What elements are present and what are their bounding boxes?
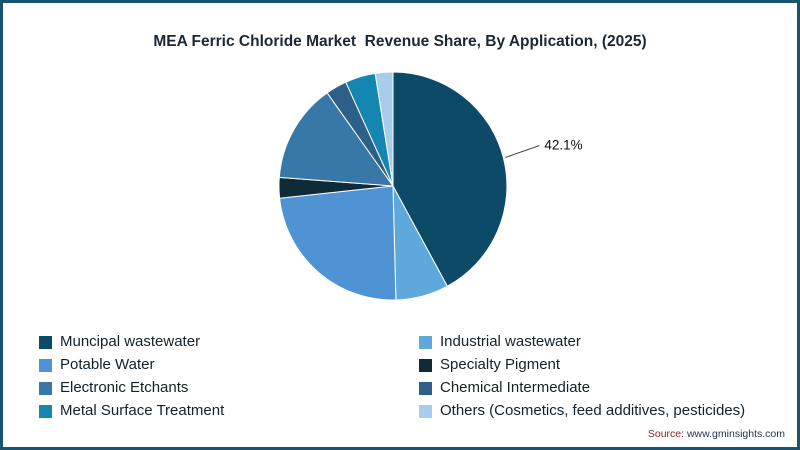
slice-annotation: 42.1%	[544, 138, 582, 153]
legend-item: Specialty Pigment	[419, 356, 745, 374]
legend-swatch	[419, 358, 432, 372]
legend-label: Specialty Pigment	[440, 356, 561, 373]
pie-slice-4	[278, 92, 395, 187]
legend-swatch	[39, 381, 52, 395]
legend-swatch	[39, 404, 52, 418]
legend-item: Electronic Etchants	[39, 379, 419, 397]
legend-item: Potable Water	[39, 356, 419, 374]
legend-item: Others (Cosmetics, feed additives, pesti…	[419, 402, 745, 420]
pie-slice-7	[374, 71, 394, 187]
legend-label: Metal Surface Treatment	[60, 402, 225, 419]
legend-swatch	[419, 335, 432, 349]
legend-label: Electronic Etchants	[60, 379, 189, 396]
legend-swatch	[39, 335, 52, 349]
legend-item: Industrial wastewater	[419, 333, 745, 351]
source-note: Source: www.gminsights.com	[648, 428, 785, 440]
pie-slice-0	[392, 71, 508, 287]
legend-swatch	[419, 404, 432, 418]
annotation-leader-line	[505, 145, 540, 158]
legend-label: Others (Cosmetics, feed additives, pesti…	[440, 402, 746, 419]
pie-chart: 42.1%	[278, 71, 583, 301]
pie-slice-2	[279, 185, 397, 301]
legend: Muncipal wastewater Industrial wastewater…	[39, 333, 745, 420]
legend-label: Muncipal wastewater	[60, 333, 201, 350]
chart-title: MEA Ferric Chloride Market Revenue Share…	[153, 33, 647, 50]
source-url: www.gminsights.com	[686, 428, 785, 440]
legend-label: Chemical Intermediate	[440, 379, 591, 396]
legend-swatch	[419, 381, 432, 395]
legend-item: Chemical Intermediate	[419, 379, 745, 397]
legend-item: Metal Surface Treatment	[39, 402, 419, 420]
legend-swatch	[39, 358, 52, 372]
source-label: Source:	[647, 428, 685, 440]
legend-label: Potable Water	[60, 356, 155, 373]
legend-item: Muncipal wastewater	[39, 333, 419, 351]
legend-label: Industrial wastewater	[440, 333, 581, 350]
